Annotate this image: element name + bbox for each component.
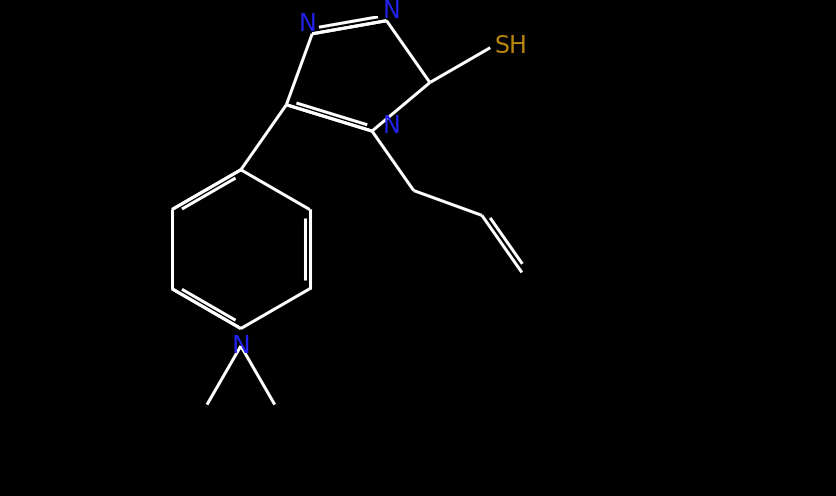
Text: N: N bbox=[382, 0, 400, 23]
Text: SH: SH bbox=[493, 34, 527, 58]
Text: N: N bbox=[382, 114, 400, 138]
Text: N: N bbox=[298, 12, 316, 36]
Text: N: N bbox=[232, 334, 250, 358]
